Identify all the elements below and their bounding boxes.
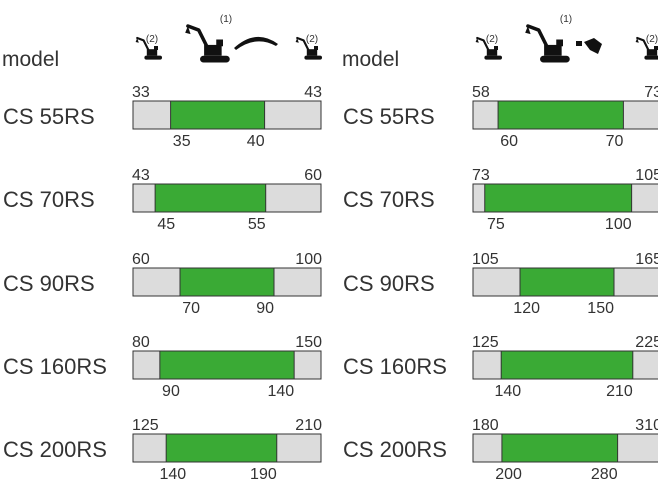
model-label: CS 70RS <box>3 187 95 212</box>
outer-min-label: 105 <box>472 251 499 268</box>
inner-min-label: 70 <box>182 300 200 317</box>
model-label: CS 200RS <box>3 437 107 462</box>
outer-min-label: 33 <box>132 84 150 101</box>
outer-min-label: 180 <box>472 417 499 434</box>
icon-mark-right: (2) <box>646 34 658 45</box>
icon-mark-right: (2) <box>306 34 318 45</box>
outer-min-label: 58 <box>472 84 490 101</box>
inner-min-label: 120 <box>513 300 540 317</box>
range-bar-recommended <box>165 433 278 463</box>
outer-min-label: 73 <box>472 167 490 184</box>
inner-max-label: 140 <box>267 383 294 400</box>
outer-min-label: 43 <box>132 167 150 184</box>
model-label: CS 55RS <box>3 104 95 129</box>
outer-max-label: 60 <box>304 167 322 184</box>
model-label: CS 90RS <box>343 271 435 296</box>
range-bar-recommended <box>170 100 266 130</box>
outer-min-label: 80 <box>132 334 150 351</box>
inner-min-label: 45 <box>157 216 175 233</box>
inner-max-label: 150 <box>587 300 614 317</box>
outer-min-label: 60 <box>132 251 150 268</box>
range-bar-recommended <box>519 267 615 297</box>
range-bar-recommended <box>501 433 619 463</box>
outer-max-label: 100 <box>295 251 322 268</box>
model-row: CS 70RS 73 105 75 100 <box>343 167 658 233</box>
icon-header-1: model (2) (1) (2) <box>2 14 322 71</box>
outer-max-label: 105 <box>635 167 658 184</box>
outer-max-label: 225 <box>635 334 658 351</box>
icon-mark-left: (2) <box>486 34 498 45</box>
model-row: CS 90RS 60 100 70 90 <box>3 251 322 317</box>
header-label: model <box>2 48 59 71</box>
chart-panel-2: CS 55RS 58 73 60 70 CS 70RS 73 105 75 100 CS 90RS 1… <box>343 84 658 483</box>
model-label: CS 160RS <box>3 354 107 379</box>
inner-min-label: 90 <box>162 383 180 400</box>
range-bar-recommended <box>497 100 624 130</box>
inner-min-label: 140 <box>494 383 521 400</box>
inner-max-label: 55 <box>248 216 266 233</box>
excavator-icon <box>295 36 322 60</box>
outer-max-label: 210 <box>295 417 322 434</box>
range-bar-recommended <box>154 183 267 213</box>
model-row: CS 160RS 80 150 90 140 <box>3 334 322 400</box>
model-row: CS 160RS 125 225 140 210 <box>343 334 658 400</box>
excavator-icon <box>135 36 162 60</box>
model-row: CS 55RS 58 73 60 70 <box>343 84 658 150</box>
sorting-grapple-icon <box>234 36 278 50</box>
excavator-icon <box>635 36 658 60</box>
inner-max-label: 280 <box>591 466 618 483</box>
range-bar-recommended <box>484 183 633 213</box>
outer-max-label: 165 <box>635 251 658 268</box>
model-row: CS 90RS 105 165 120 150 <box>343 251 658 317</box>
outer-max-label: 73 <box>644 84 658 101</box>
inner-max-label: 210 <box>606 383 633 400</box>
outer-min-label: 125 <box>472 334 499 351</box>
excavator-icon <box>525 24 570 63</box>
range-bar-recommended <box>500 350 634 380</box>
icon-header-2: model (2) (1) (2) <box>342 14 658 71</box>
excavator-icon <box>185 24 230 63</box>
range-bar-recommended <box>159 350 295 380</box>
inner-min-label: 140 <box>159 466 186 483</box>
tilt-rotator-icon <box>576 38 602 54</box>
model-row: CS 200RS 180 310 200 280 <box>343 417 658 483</box>
outer-min-label: 125 <box>132 417 159 434</box>
inner-max-label: 190 <box>250 466 277 483</box>
excavator-icon <box>475 36 502 60</box>
inner-min-label: 75 <box>487 216 505 233</box>
outer-max-label: 150 <box>295 334 322 351</box>
inner-max-label: 100 <box>605 216 632 233</box>
model-row: CS 200RS 125 210 140 190 <box>3 417 322 483</box>
model-row: CS 70RS 43 60 45 55 <box>3 167 322 233</box>
outer-max-label: 43 <box>304 84 322 101</box>
model-label: CS 55RS <box>343 104 435 129</box>
icon-mark-center: (1) <box>220 14 232 25</box>
model-label: CS 90RS <box>3 271 95 296</box>
chart-panel-1: CS 55RS 33 43 35 40 CS 70RS 43 60 45 55 CS 90RS 60 1… <box>3 84 322 483</box>
inner-min-label: 35 <box>173 133 191 150</box>
inner-max-label: 40 <box>247 133 265 150</box>
inner-max-label: 90 <box>256 300 274 317</box>
model-row: CS 55RS 33 43 35 40 <box>3 84 322 150</box>
icon-mark-center: (1) <box>560 14 572 25</box>
model-label: CS 70RS <box>343 187 435 212</box>
range-bar-recommended <box>179 267 275 297</box>
model-label: CS 160RS <box>343 354 447 379</box>
inner-min-label: 200 <box>495 466 522 483</box>
inner-max-label: 70 <box>606 133 624 150</box>
inner-min-label: 60 <box>500 133 518 150</box>
header-label: model <box>342 48 399 71</box>
model-label: CS 200RS <box>343 437 447 462</box>
icon-mark-left: (2) <box>146 34 158 45</box>
outer-max-label: 310 <box>635 417 658 434</box>
